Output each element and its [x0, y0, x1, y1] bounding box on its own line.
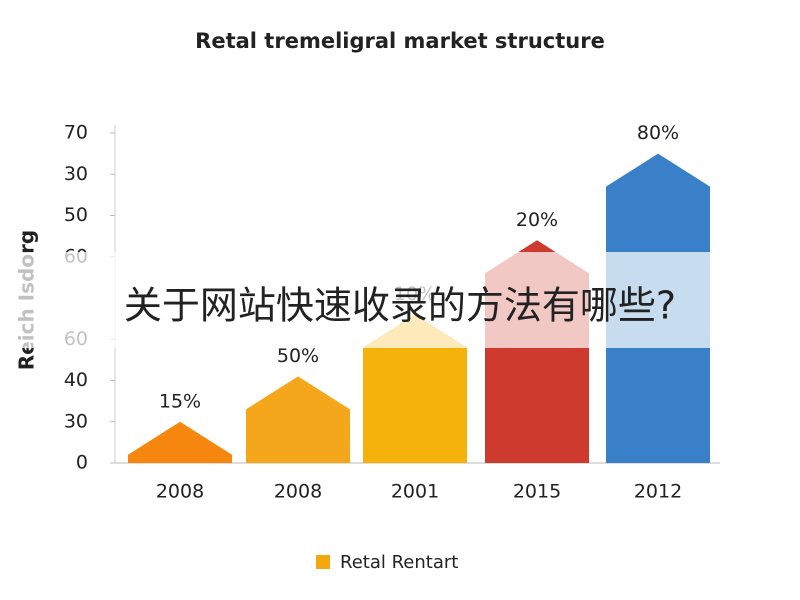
x-tick-label: 2012 [634, 481, 682, 503]
y-tick-label: 50 [64, 204, 88, 226]
bar [363, 314, 467, 463]
bar-annotation: 20% [516, 209, 558, 231]
bar-annotation: 15% [159, 390, 201, 412]
overlay-band [0, 252, 800, 348]
bar-annotation: 50% [277, 345, 319, 367]
y-tick-label: 30 [64, 163, 88, 185]
bar-annotation: 80% [637, 122, 679, 144]
y-tick-label: 40 [64, 369, 88, 391]
chart-title: Retal tremeligral market structure [195, 29, 605, 53]
x-tick-label: 2015 [513, 481, 561, 503]
x-tick-label: 2001 [391, 481, 439, 503]
x-tick-label: 2008 [156, 481, 204, 503]
y-tick-label: 0 [76, 452, 88, 474]
legend-swatch [316, 555, 330, 569]
legend-label: Retal Rentart [340, 552, 458, 573]
y-tick-label: 70 [64, 122, 88, 144]
x-tick-label: 2008 [274, 481, 322, 503]
bar [128, 421, 232, 463]
bar [246, 376, 350, 463]
overlay-text: 关于网站快速收录的方法有哪些? [124, 284, 676, 328]
y-tick-label: 30 [64, 410, 88, 432]
